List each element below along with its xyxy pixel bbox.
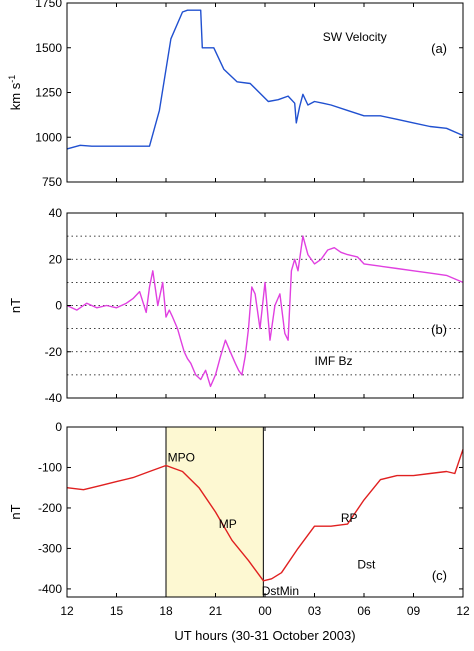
x-tick-label: 18 <box>159 604 173 618</box>
x-tick-label: 09 <box>407 604 421 618</box>
series-line <box>66 9 464 150</box>
y-tick-label: -400 <box>38 582 62 596</box>
y-tick-label: 0 <box>55 420 62 434</box>
annotation: SW Velocity <box>323 30 387 44</box>
x-tick-label: 15 <box>110 604 124 618</box>
x-tick-label: 00 <box>258 604 272 618</box>
y-tick-label: 750 <box>42 175 62 189</box>
x-tick-label: 12 <box>456 604 470 618</box>
annotation: MP <box>219 517 237 531</box>
y-tick-label: 1500 <box>35 41 62 55</box>
panel-b: -40 -20 0 20 40 nT (b) IMF Bz <box>8 206 464 405</box>
y-tick-label: 0 <box>55 299 62 313</box>
annotation: DstMin <box>262 584 299 598</box>
annotation: RP <box>341 511 358 525</box>
y-tick-label: 20 <box>49 252 63 266</box>
series-line <box>66 235 464 388</box>
panel-label: (a) <box>431 41 447 56</box>
y-tick-label: 1750 <box>35 0 62 10</box>
panel-label: (b) <box>431 322 447 337</box>
x-tick-label: 12 <box>60 604 74 618</box>
y-tick-label: -20 <box>45 345 63 359</box>
x-tick-label: 06 <box>357 604 371 618</box>
y-tick-label: -300 <box>38 541 62 555</box>
x-tick-label: 03 <box>308 604 322 618</box>
panel-c: -400 -300 -200 -100 0 12 15 18 21 00 03 06 09 12 nT (c)… <box>8 420 470 618</box>
y-axis-title: km s-1 <box>7 75 23 110</box>
plot-frame <box>66 2 464 183</box>
y-tick-label: -200 <box>38 501 62 515</box>
y-tick-label: 1000 <box>35 130 62 144</box>
plot-frame <box>66 426 464 598</box>
y-tick-label: 40 <box>49 206 63 220</box>
y-axis-title-superscript: -1 <box>7 75 17 83</box>
series-line <box>66 449 464 582</box>
y-tick-label: -40 <box>45 391 63 405</box>
annotation: MPO <box>168 450 195 464</box>
panel-label: (c) <box>432 568 447 583</box>
annotation: IMF Bz <box>315 354 353 368</box>
x-tick-label: 21 <box>209 604 223 618</box>
y-axis-title: nT <box>8 504 23 519</box>
annotation: Dst <box>357 558 376 572</box>
y-tick-label: 1250 <box>35 86 62 100</box>
panel-a: 750 1000 1250 1500 1750 km s-1 (a) SW Velocity <box>7 0 464 189</box>
x-axis-title: UT hours (30-31 October 2003) <box>174 628 355 643</box>
y-tick-label: -100 <box>38 460 62 474</box>
y-axis-title: nT <box>8 298 23 313</box>
